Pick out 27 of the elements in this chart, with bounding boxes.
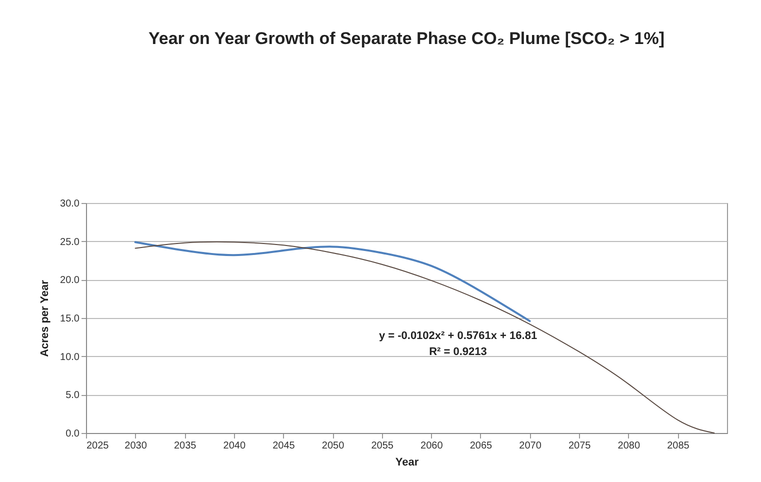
y-tick-label: 5.0 xyxy=(66,390,80,402)
y-tick-label: 25.0 xyxy=(60,236,80,248)
y-tick-label: 15.0 xyxy=(60,314,80,324)
x-tick-label: 2030 xyxy=(124,440,148,452)
x-axis-title: Year xyxy=(395,456,420,468)
x-tick-label: 2055 xyxy=(371,440,394,452)
x-tick-label: 2035 xyxy=(174,440,197,452)
x-tick-label: 2065 xyxy=(470,440,493,452)
line-series xyxy=(134,241,531,322)
y-tick-label: 0.0 xyxy=(66,428,80,440)
x-tick-label: 2075 xyxy=(568,440,592,452)
x-tick-label: 2045 xyxy=(272,440,296,452)
x-tick-label: 2050 xyxy=(322,440,345,452)
x-tick-label: 2085 xyxy=(667,440,690,452)
y-tick-label: 20.0 xyxy=(60,275,80,286)
annotation: y = -0.0102x² + 0.5761x + 16.81 xyxy=(378,330,538,342)
y-axis-title: Acres per Year xyxy=(39,279,52,357)
x-tick-label: 2025 xyxy=(86,440,110,452)
chart-title: Year on Year Growth of Separate Phase CO₂ Plume [SCO₂ > 1%] xyxy=(148,29,664,48)
y-tick-label: 10.0 xyxy=(60,352,80,363)
x-tick-label: 2080 xyxy=(618,440,640,452)
x-tick-label: 2040 xyxy=(223,440,246,452)
x-tick-label: 2070 xyxy=(519,440,542,452)
line-series xyxy=(134,241,715,434)
x-tick-label: 2060 xyxy=(420,440,444,452)
annotation: R² = 0.9213 xyxy=(429,346,487,358)
y-tick-label: 30.0 xyxy=(60,198,80,210)
